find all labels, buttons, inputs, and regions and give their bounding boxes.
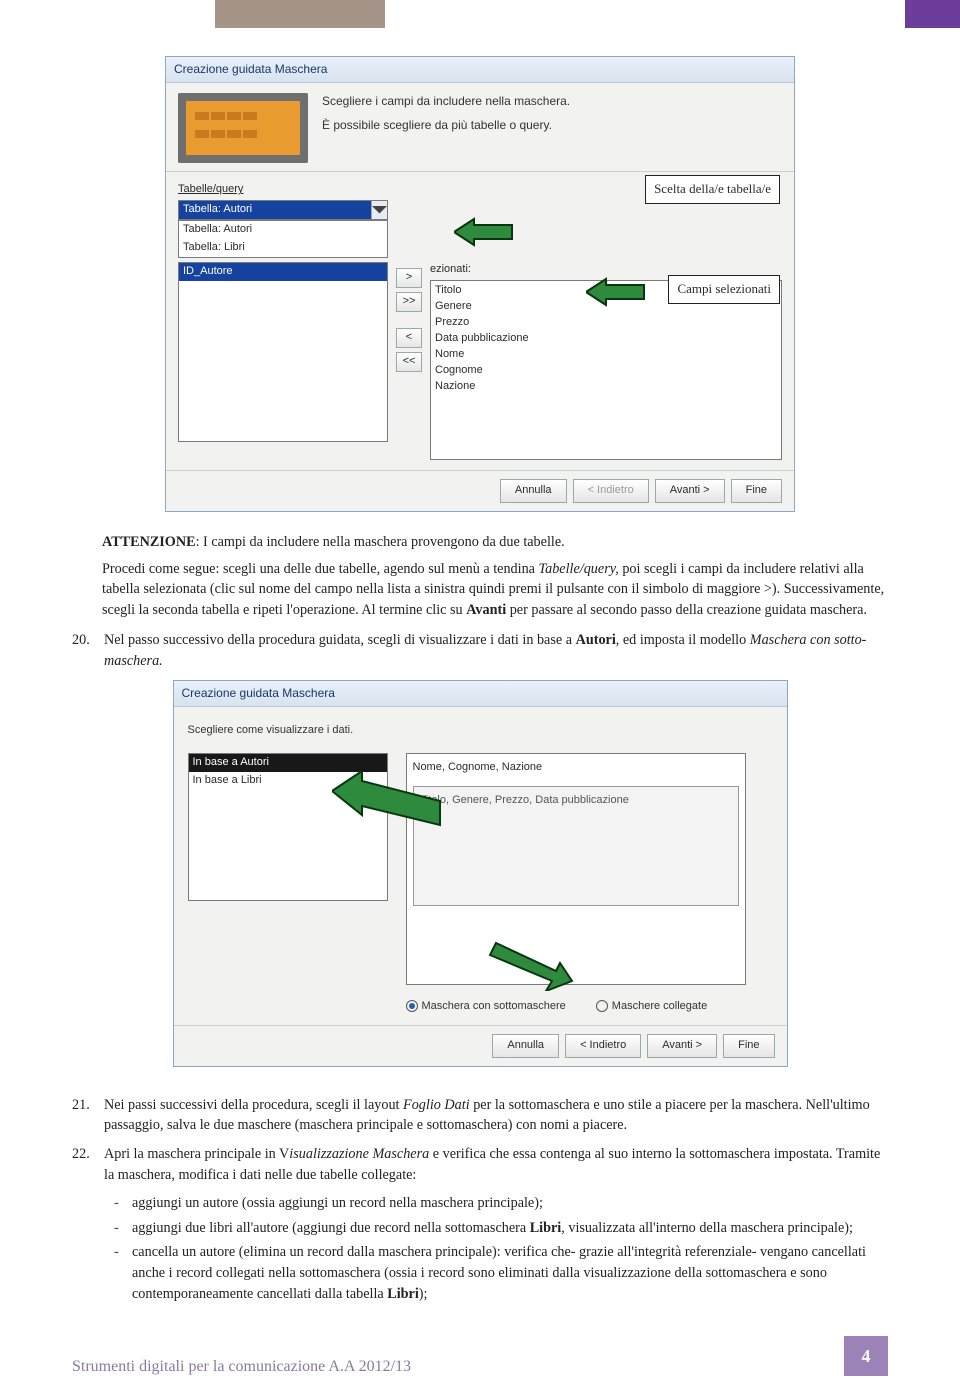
finish-button[interactable]: Fine [723,1034,774,1058]
header-seg-white1 [0,0,215,28]
next-button[interactable]: Avanti > [647,1034,717,1058]
header-bar [0,0,960,28]
radio-subform[interactable]: Maschera con sottomaschere [406,999,566,1015]
arrow-icon [332,771,442,835]
chevron-down-icon[interactable] [371,201,387,219]
wizard-illustration [178,93,308,163]
sel-field[interactable]: Prezzo [435,315,777,331]
callout-campi: Campi selezionati [668,275,780,304]
available-item[interactable]: ID_Autore [179,263,387,281]
preview-subform: Titolo, Genere, Prezzo, Data pubblicazio… [413,786,739,906]
sub22-1: aggiungi due libri all'autore (aggiungi … [132,1218,888,1239]
item-number: 20. [72,630,104,671]
sel-field[interactable]: Data pubblicazione [435,331,777,347]
callout-scelta: Scelta della/e tabella/e [645,175,780,204]
item-22: 22. Apri la maschera principale in Visua… [72,1144,888,1185]
cancel-button[interactable]: Annulla [492,1034,559,1058]
radio-dot-icon [596,1000,608,1012]
header-seg-white2 [385,0,905,28]
radio-dot-icon [406,1000,418,1012]
wizard2-title: Creazione guidata Maschera [174,681,787,707]
sel-field[interactable]: Nazione [435,379,777,395]
arrow-icon [454,215,514,249]
item-20: 20. Nel passo successivo della procedura… [72,630,888,671]
page-footer: Strumenti digitali per la comunicazione … [0,1318,960,1386]
wizard1-window: Creazione guidata Maschera Scegliere i c… [165,56,795,512]
wizard1-line2: È possibile scegliere da più tabelle o q… [322,117,782,134]
arrow-icon [586,275,646,309]
tablequery-combo[interactable]: Tabella: Autori [178,200,388,220]
page-number-badge: 4 [844,1336,888,1376]
item-21: 21. Nei passi successivi della procedura… [72,1095,888,1136]
preview-top-fields: Nome, Cognome, Nazione [413,760,739,776]
wizard1-line1: Scegliere i campi da includere nella mas… [322,93,782,110]
attenzione-paragraph: ATTENZIONE: I campi da includere nella m… [102,532,888,553]
wizard2-instr: Scegliere come visualizzare i dati. [188,723,773,739]
arrow-icon [484,941,574,991]
footer-title: Strumenti digitali per la comunicazione … [72,1358,411,1376]
move-right-button[interactable]: > [396,268,422,288]
back-button[interactable]: < Indietro [565,1034,641,1058]
tq-selected: Tabella: Autori [179,201,371,219]
tq-dropdown-list[interactable]: Tabella: Autori Tabella: Libri [178,220,388,258]
procedi-paragraph: Procedi come segue: scegli una delle due… [102,559,888,621]
header-seg-purple [905,0,960,28]
sel-field[interactable]: Cognome [435,363,777,379]
sel-field[interactable]: Nome [435,347,777,363]
cancel-button[interactable]: Annulla [500,479,567,503]
move-all-left-button[interactable]: << [396,352,422,372]
back-button: < Indietro [573,479,649,503]
available-fields-list[interactable]: ID_Autore [178,262,388,442]
radio-linked[interactable]: Maschere collegate [596,999,707,1015]
move-left-button[interactable]: < [396,328,422,348]
wizard2-window: Creazione guidata Maschera Scegliere com… [173,680,788,1067]
sub22-2: cancella un autore (elimina un record da… [132,1242,888,1304]
attenzione-lead: ATTENZIONE [102,534,196,550]
sub-item: -aggiungi due libri all'autore (aggiungi… [114,1218,888,1239]
item-21-text: Nei passi successivi della procedura, sc… [104,1095,888,1136]
move-all-right-button[interactable]: >> [396,292,422,312]
tq-option[interactable]: Tabella: Libri [179,239,387,257]
sub-item: -aggiungi un autore (ossia aggiungi un r… [114,1193,888,1214]
item-number: 21. [72,1095,104,1136]
preview-pane: Nome, Cognome, Nazione Titolo, Genere, P… [406,753,746,985]
item-22-text: Apri la maschera principale in Visualizz… [104,1144,888,1185]
view-option[interactable]: In base a Autori [189,754,387,772]
sub-item: -cancella un autore (elimina un record d… [114,1242,888,1304]
next-button[interactable]: Avanti > [655,479,725,503]
finish-button[interactable]: Fine [731,479,782,503]
wizard1-title: Creazione guidata Maschera [166,57,794,83]
item-20-text: Nel passo successivo della procedura gui… [104,630,888,671]
item-number: 22. [72,1144,104,1185]
header-seg-tan [215,0,385,28]
attenzione-rest: : I campi da includere nella maschera pr… [196,534,565,550]
tq-option[interactable]: Tabella: Autori [179,221,387,239]
